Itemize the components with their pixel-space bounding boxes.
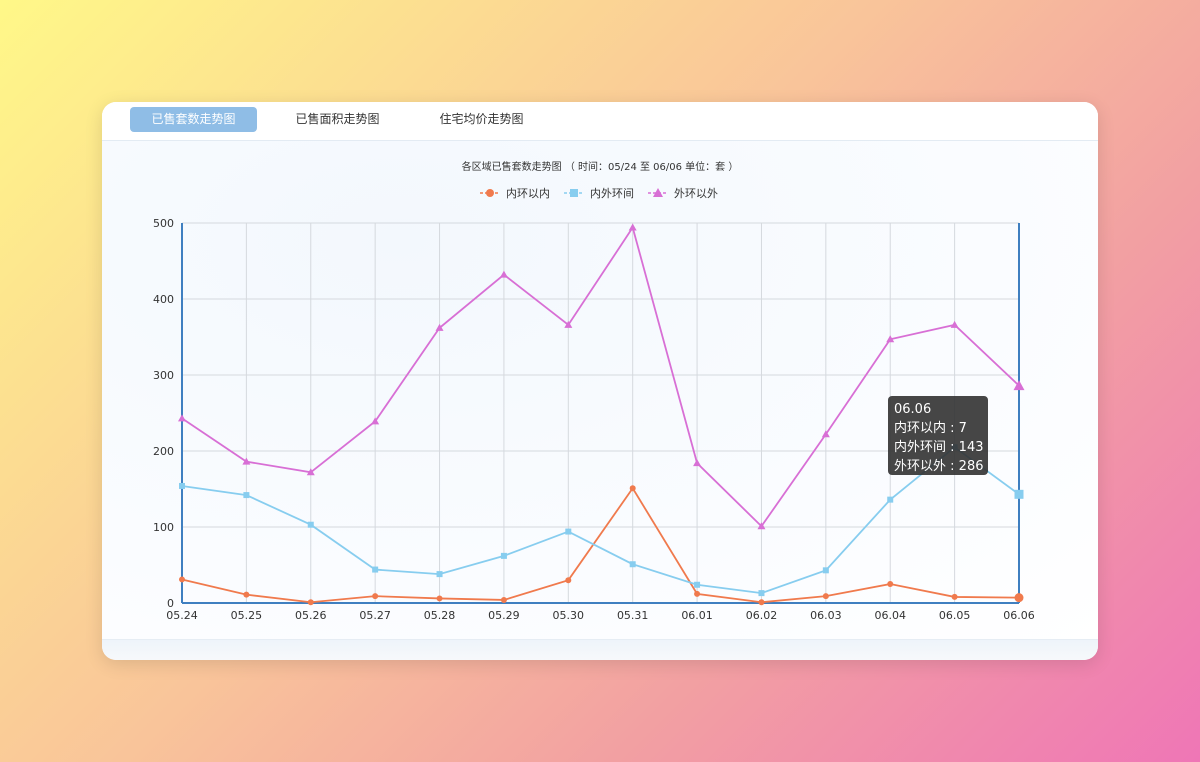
x-tick-label-9: 06.02 <box>746 609 778 622</box>
data-point-1-7 <box>629 561 636 568</box>
data-point-2-13 <box>1013 380 1025 391</box>
x-tick-label-12: 06.05 <box>939 609 971 622</box>
legend-marker-0 <box>486 189 494 197</box>
bottom-band <box>102 639 1098 660</box>
chart-tooltip: 06.06 内环以内 : 7 内外环间 : 143 外环以外 : 286 <box>888 396 988 475</box>
data-point-1-9 <box>758 590 765 597</box>
data-point-2-10 <box>821 430 830 438</box>
data-point-1-8 <box>694 581 701 588</box>
data-point-2-6 <box>564 320 573 328</box>
data-point-0-0 <box>179 576 185 583</box>
data-point-2-12 <box>950 320 959 328</box>
y-tick-label-3: 300 <box>153 369 174 382</box>
series-line-0 <box>181 486 1020 604</box>
data-point-0-3 <box>372 593 379 600</box>
x-tick-label-0: 05.24 <box>166 609 198 622</box>
data-point-2-3 <box>371 417 380 425</box>
data-point-2-2 <box>306 468 315 476</box>
tab-sold-units[interactable]: 已售套数走势图 <box>130 107 257 132</box>
tooltip-row-inner: 内环以内 : 7 <box>894 421 967 436</box>
tooltip-row-middle: 内外环间 : 143 <box>894 440 984 455</box>
data-point-0-2 <box>307 599 314 606</box>
data-point-1-5 <box>500 552 507 559</box>
tab-bar: 已售套数走势图 已售面积走势图 住宅均价走势图 <box>102 102 1098 141</box>
data-point-0-9 <box>758 599 765 606</box>
data-point-0-11 <box>887 581 894 587</box>
tooltip-title: 06.06 <box>894 402 932 417</box>
x-tick-label-13: 06.06 <box>1003 609 1035 622</box>
data-point-0-1 <box>243 591 250 598</box>
data-point-2-7 <box>628 223 637 231</box>
legend-label-1: 内外环间 <box>590 186 634 200</box>
data-point-1-1 <box>243 492 250 499</box>
legend-marker-2 <box>653 188 663 197</box>
y-tick-label-2: 200 <box>153 445 174 458</box>
data-point-0-4 <box>436 595 443 602</box>
x-tick-label-4: 05.28 <box>424 609 456 622</box>
line-chart: 各区域已售套数走势图 （ 时间：05/24 至 06/06 单位：套 ） 内环以内… <box>153 160 1035 622</box>
y-tick-label-4: 400 <box>153 293 174 306</box>
chart-area: 各区域已售套数走势图 （ 时间：05/24 至 06/06 单位：套 ） 内环以内… <box>102 141 1098 641</box>
tab-avg-price[interactable]: 住宅均价走势图 <box>439 112 524 126</box>
x-tick-label-6: 05.30 <box>553 609 585 622</box>
x-tick-label-10: 06.03 <box>810 609 842 622</box>
data-point-2-8 <box>693 459 702 467</box>
series-line-2 <box>181 225 1020 528</box>
chart-title: 各区域已售套数走势图 （ 时间：05/24 至 06/06 单位：套 ） <box>462 160 739 173</box>
tab-sold-area[interactable]: 已售面积走势图 <box>295 112 380 126</box>
x-tick-label-2: 05.26 <box>295 609 327 622</box>
data-point-2-11 <box>886 335 895 343</box>
data-point-0-7 <box>629 485 636 492</box>
y-tick-label-1: 100 <box>153 521 174 534</box>
data-point-0-10 <box>822 593 829 600</box>
x-tick-label-1: 05.25 <box>231 609 263 622</box>
data-point-0-13 <box>1014 593 1024 603</box>
data-point-0-8 <box>694 590 701 597</box>
data-point-1-10 <box>822 567 829 574</box>
data-point-2-9 <box>757 522 766 530</box>
data-point-1-0 <box>179 482 185 489</box>
x-tick-label-3: 05.27 <box>359 609 391 622</box>
legend-label-2: 外环以外 <box>674 187 718 200</box>
chart-card: 已售套数走势图 已售面积走势图 住宅均价走势图 各区域已售套数走势图 （ 时间：… <box>102 102 1098 660</box>
data-point-1-11 <box>887 496 894 503</box>
data-point-2-1 <box>242 457 251 465</box>
x-tick-label-8: 06.01 <box>681 609 713 622</box>
data-point-1-2 <box>307 521 314 528</box>
data-point-1-4 <box>436 571 443 578</box>
series-line-1 <box>181 446 1020 595</box>
y-tick-label-5: 500 <box>153 217 174 230</box>
data-point-2-5 <box>499 270 508 278</box>
data-point-0-5 <box>500 596 507 603</box>
data-point-2-0 <box>178 414 186 422</box>
data-point-1-6 <box>565 528 572 535</box>
x-tick-label-5: 05.29 <box>488 609 520 622</box>
data-point-1-3 <box>372 566 379 573</box>
y-tick-label-0: 0 <box>167 597 174 610</box>
tooltip-row-outer: 外环以外 : 286 <box>894 459 984 474</box>
data-point-0-6 <box>565 577 572 584</box>
data-point-1-13 <box>1014 489 1024 499</box>
data-point-0-12 <box>951 593 958 600</box>
x-tick-label-7: 05.31 <box>617 609 649 622</box>
data-point-2-4 <box>435 323 444 331</box>
legend-marker-1 <box>570 189 578 197</box>
x-tick-label-11: 06.04 <box>874 609 906 622</box>
legend-label-0: 内环以内 <box>506 186 550 200</box>
